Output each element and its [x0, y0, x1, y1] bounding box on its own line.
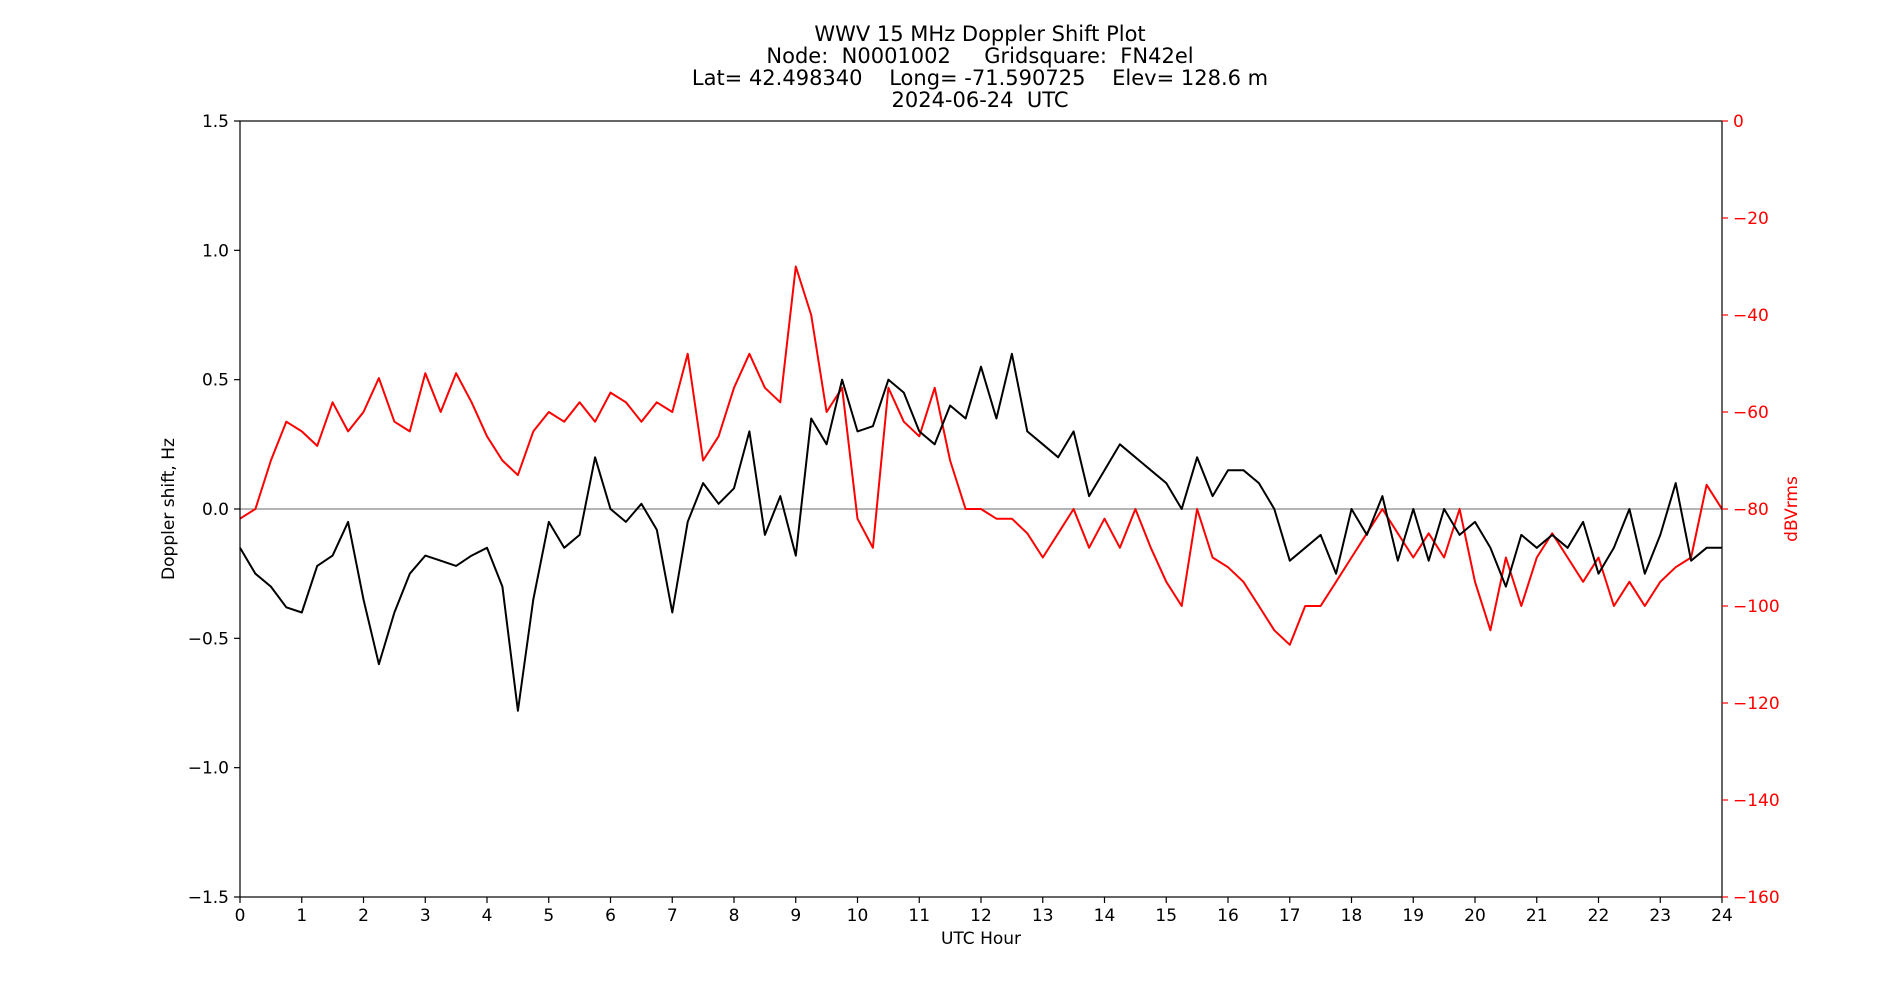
x-tick-label: 18 — [1341, 906, 1363, 926]
y-left-tick-label: −1.5 — [188, 888, 229, 908]
y-right-tick-label: −140 — [1733, 791, 1780, 811]
x-tick-label: 8 — [729, 906, 740, 926]
x-axis-label: UTC Hour — [941, 929, 1021, 949]
x-tick-label: 0 — [235, 906, 246, 926]
x-tick-label: 4 — [482, 906, 493, 926]
y-right-tick-label: −20 — [1733, 209, 1769, 229]
chart-title-line-4: 2024-06-24 UTC — [891, 88, 1068, 112]
x-tick-label: 23 — [1649, 906, 1671, 926]
x-tick-label: 16 — [1217, 906, 1239, 926]
chart-title: WWV 15 MHz Doppler Shift Plot Node: N000… — [692, 22, 1268, 112]
y-left-tick-label: 0.0 — [202, 500, 229, 520]
y-right-axis-ticks: −160 −140 −120 −100 −80 −60 −40 −20 0 — [1722, 112, 1780, 908]
y-left-tick-label: 1.5 — [202, 112, 229, 132]
x-tick-label: 22 — [1588, 906, 1610, 926]
y-right-tick-label: −80 — [1733, 500, 1769, 520]
series-layer — [239, 265, 1723, 712]
x-tick-label: 17 — [1279, 906, 1301, 926]
x-tick-label: 19 — [1402, 906, 1424, 926]
y-right-tick-label: −160 — [1733, 888, 1780, 908]
y-left-tick-label: −1.0 — [188, 759, 229, 779]
x-tick-label: 10 — [847, 906, 869, 926]
doppler-series-line — [239, 352, 1722, 712]
y-left-tick-label: 1.0 — [202, 241, 229, 261]
x-axis-ticks: 0 1 2 3 4 5 6 7 8 9 10 11 12 13 14 15 16 17 18 19 20 21 22 23 24 — [235, 897, 1733, 926]
y-right-tick-label: −100 — [1733, 597, 1780, 617]
y-left-tick-label: −0.5 — [188, 629, 229, 649]
x-tick-label: 14 — [1094, 906, 1116, 926]
x-tick-label: 21 — [1526, 906, 1548, 926]
x-tick-label: 7 — [667, 906, 678, 926]
y-left-axis-label: Doppler shift, Hz — [159, 438, 179, 580]
y-left-tick-label: 0.5 — [202, 371, 229, 391]
chart-title-line-2: Node: N0001002 Gridsquare: FN42el — [766, 44, 1193, 68]
x-tick-label: 13 — [1032, 906, 1054, 926]
y-right-tick-label: 0 — [1733, 112, 1744, 132]
y-left-axis-ticks: −1.5 −1.0 −0.5 0.0 0.5 1.0 1.5 — [188, 112, 240, 908]
chart-title-line-3: Lat= 42.498340 Long= -71.590725 Elev= 12… — [692, 66, 1268, 90]
x-tick-label: 5 — [543, 906, 554, 926]
x-tick-label: 6 — [605, 906, 616, 926]
y-right-tick-label: −120 — [1733, 694, 1780, 714]
x-tick-label: 3 — [420, 906, 431, 926]
x-tick-label: 15 — [1155, 906, 1177, 926]
x-tick-label: 11 — [908, 906, 930, 926]
x-tick-label: 12 — [970, 906, 992, 926]
chart-title-line-1: WWV 15 MHz Doppler Shift Plot — [814, 22, 1145, 46]
x-tick-label: 1 — [296, 906, 307, 926]
x-tick-label: 24 — [1711, 906, 1733, 926]
y-right-tick-label: −40 — [1733, 306, 1769, 326]
x-tick-label: 9 — [790, 906, 801, 926]
y-right-tick-label: −60 — [1733, 403, 1769, 423]
x-tick-label: 2 — [358, 906, 369, 926]
x-tick-label: 20 — [1464, 906, 1486, 926]
y-right-axis-label: dBVrms — [1782, 476, 1802, 542]
power-series-line — [239, 265, 1723, 646]
